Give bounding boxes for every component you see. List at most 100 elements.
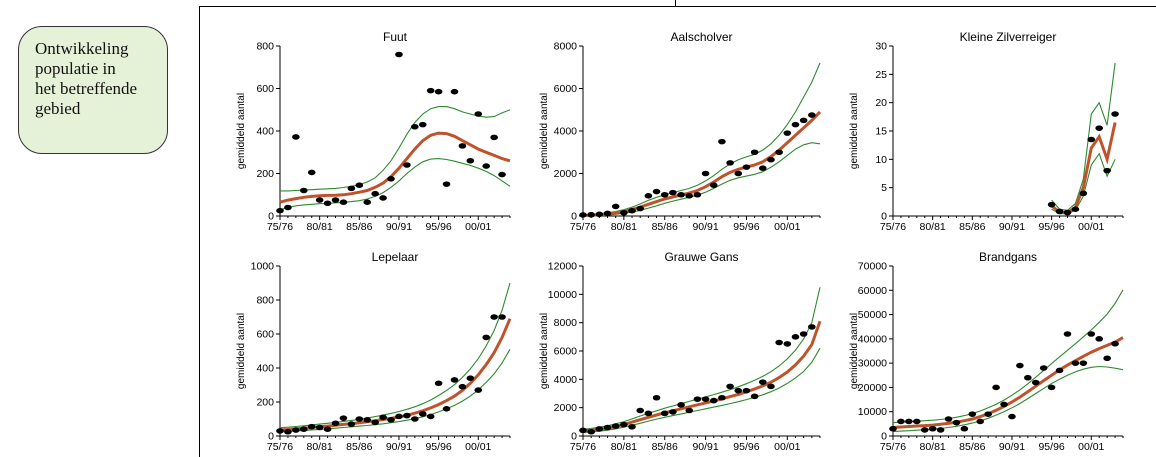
y-tick-label: 800 [256, 295, 274, 307]
ci-lower-line [582, 347, 821, 434]
trend-line [892, 336, 1124, 429]
data-point [315, 197, 324, 203]
data-point [783, 130, 792, 136]
chart-0: Fuut gemiddeld aantal 0 200 400 600 800 75/76 80… [236, 30, 511, 233]
data-point [669, 409, 677, 415]
y-tick-label: 1000 [251, 261, 275, 273]
data-point [299, 426, 308, 433]
data-point [718, 394, 726, 401]
data-point [371, 190, 379, 197]
y-tick-label: 0 [571, 211, 577, 223]
x-tick-label: 80/81 [307, 441, 333, 453]
y-tick-label: 800 [256, 41, 274, 53]
ci-lower-line [279, 158, 511, 211]
data-point [482, 163, 491, 169]
data-point [587, 211, 595, 218]
data-point [355, 416, 364, 422]
x-tick-label: 75/76 [880, 441, 906, 453]
y-tick-label: 12000 [548, 261, 577, 273]
data-point [718, 138, 726, 145]
data-point [685, 407, 694, 414]
y-tick-label: 10000 [548, 289, 577, 301]
chart-title: Kleine Zilverreiger [960, 30, 1057, 44]
data-point [889, 425, 897, 432]
data-point [1079, 190, 1088, 197]
y-tick-label: 200 [256, 397, 274, 409]
data-point [799, 117, 808, 124]
chart-title: Aalscholver [670, 30, 732, 44]
data-point [701, 170, 710, 177]
ci-upper-line [582, 62, 821, 216]
data-point [1095, 336, 1104, 342]
data-point [355, 182, 364, 188]
data-point [426, 413, 435, 420]
data-point [379, 195, 387, 201]
data-point [1031, 379, 1040, 386]
data-point [1071, 360, 1080, 366]
y-tick-label: 600 [256, 83, 274, 95]
x-tick-label: 75/76 [267, 221, 293, 233]
y-tick-label: 60000 [858, 285, 887, 297]
x-tick-label: 90/91 [386, 221, 412, 233]
trend-line [279, 318, 512, 432]
x-tick-label: 00/01 [1078, 441, 1104, 453]
x-tick-label: 00/01 [774, 441, 800, 453]
data-point [426, 87, 435, 94]
callout-text: Ontwikkeling populatie in het betreffend… [35, 39, 138, 118]
data-point [474, 111, 483, 117]
y-tick-label: 0 [571, 431, 577, 443]
y-tick-label: 4000 [554, 374, 578, 386]
data-point [701, 396, 710, 402]
data-point [387, 176, 395, 182]
x-tick-label: 00/01 [1078, 221, 1104, 233]
data-point [685, 193, 694, 199]
data-point [347, 185, 356, 192]
chart-3: Lepelaar gemiddeld aantal 0 200 400 600 800 100… [236, 250, 512, 453]
data-point [395, 413, 403, 420]
data-point [734, 387, 743, 394]
data-point [742, 164, 751, 170]
data-point [920, 427, 929, 433]
data-point [411, 123, 419, 130]
chart-2: Kleine Zilverreiger gemiddeld aantal 0 5 10 1… [849, 30, 1124, 233]
data-point [331, 420, 340, 427]
x-tick-label: 90/91 [386, 441, 412, 453]
data-point [767, 156, 775, 163]
data-point [498, 314, 506, 320]
x-tick-label: 80/81 [920, 221, 946, 233]
data-point [644, 193, 653, 199]
data-point [276, 207, 284, 214]
data-point [1039, 365, 1048, 371]
data-point [339, 199, 348, 205]
data-point [791, 121, 800, 128]
y-tick-label: 70000 [858, 261, 887, 273]
data-point [611, 203, 620, 210]
y-axis-label: gemiddeld aantal [236, 313, 247, 389]
frame-border-left [199, 6, 200, 457]
data-point [628, 423, 636, 430]
x-tick-label: 75/76 [880, 221, 906, 233]
data-point [936, 427, 945, 433]
data-point [403, 412, 411, 419]
data-point [984, 411, 992, 417]
data-point [660, 191, 669, 198]
x-tick-label: 85/86 [652, 441, 678, 453]
x-tick-label: 85/86 [346, 221, 372, 233]
data-point [799, 331, 808, 337]
data-point [363, 199, 372, 205]
data-point [363, 417, 372, 423]
data-point [808, 112, 816, 118]
data-point [498, 171, 506, 178]
data-point [726, 160, 734, 166]
y-tick-label: 40000 [858, 333, 887, 345]
data-point [284, 204, 292, 211]
x-tick-label: 00/01 [465, 221, 491, 233]
data-point [379, 414, 387, 421]
data-point [1063, 209, 1072, 216]
y-tick-label: 5 [881, 182, 887, 194]
x-tick-label: 85/86 [652, 221, 678, 233]
data-point [709, 182, 718, 188]
data-point [292, 134, 300, 140]
data-point [466, 375, 475, 382]
x-tick-label: 90/91 [692, 221, 718, 233]
